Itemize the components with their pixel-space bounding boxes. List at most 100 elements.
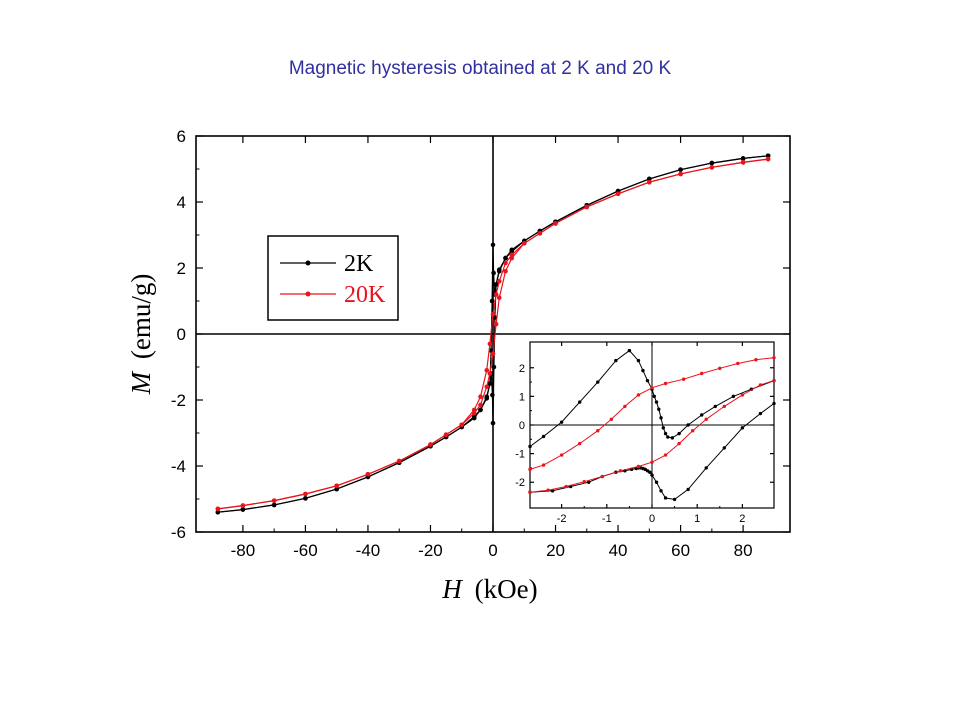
inset-point-2k [722,446,726,450]
point-20k [484,384,490,390]
inset-point-20k [541,463,546,467]
point-2k [491,270,496,276]
inset-point-2k [654,480,659,484]
point-20k [496,295,502,301]
point-20k [365,471,371,477]
point-20k [215,506,221,512]
inset-point-20k [564,484,568,489]
inset-point-20k [546,488,550,492]
inset-point-20k [754,358,758,362]
point-20k [740,160,746,165]
inset-point-20k [528,490,532,494]
legend-marker-20k [305,291,311,297]
point-2k [303,496,308,501]
inset-series-20k-descending-line [529,357,775,470]
point-2k [740,156,746,161]
point-2k [491,364,497,370]
x-tick-label: -40 [356,541,381,560]
inset-y-tick-label: 1 [519,391,525,403]
inset-y-tick-label: -1 [515,449,525,461]
point-20k [478,402,483,408]
point-2k [490,392,495,398]
point-20k [490,351,496,357]
inset-point-20k [704,417,708,421]
point-2k [215,509,221,515]
inset-point-2k [740,426,745,430]
point-20k [496,278,502,284]
inset-point-20k [600,474,604,479]
inset-point-2k [596,380,600,384]
inset-point-20k [690,429,695,433]
y-tick-label: 0 [177,325,186,344]
inset-point-20k [681,377,686,381]
point-2k [478,407,483,413]
inset-point-20k [636,464,641,469]
point-20k [478,394,483,400]
inset-point-20k [596,429,600,433]
point-20k [487,371,493,376]
inset-point-2k [672,497,677,502]
inset-point-2k [666,435,670,439]
point-2k [471,414,477,419]
inset-point-2k [587,480,591,484]
point-20k [428,442,433,447]
inset-point-2k [636,358,641,363]
inset-point-2k [659,416,663,420]
point-20k [537,231,543,236]
point-20k [490,311,496,317]
inset-x-tick-label: -1 [602,513,612,525]
inset-point-20k [636,393,641,397]
point-20k [615,191,621,197]
point-20k [493,321,499,327]
inset-point-2k [659,489,663,493]
inset-point-20k [609,417,614,421]
x-tick-label: -80 [231,541,256,560]
point-2k [678,167,683,172]
x-tick-label: 0 [488,541,497,560]
inset-point-20k [772,356,776,360]
inset-point-20k [718,366,722,371]
inset-point-2k [657,407,661,411]
x-tick-label: -20 [418,541,443,560]
x-tick-label: 20 [546,541,565,560]
point-2k [493,282,499,287]
y-axis-label: M (emu/g) [126,274,156,396]
point-2k [487,381,493,386]
inset-point-2k [704,466,708,470]
point-20k [521,240,527,246]
point-2k [489,298,495,304]
point-20k [503,269,508,274]
point-2k [271,502,277,508]
inset-x-tick-label: 2 [739,513,745,525]
inset-point-20k [700,371,704,376]
point-2k [503,255,508,261]
point-2k [765,153,771,159]
point-20k [334,483,339,489]
point-20k [459,422,465,428]
x-axis-label: H (kOe) [441,574,537,604]
inset-point-2k [641,368,645,373]
y-tick-label: 2 [177,259,186,278]
x-tick-label: 40 [609,541,628,560]
inset-point-2k [670,436,675,440]
inset-point-20k [772,378,776,383]
inset-y-tick-label: -2 [515,477,525,489]
inset-point-20k [650,386,654,390]
y-tick-label: -4 [171,457,186,476]
point-20k [765,156,771,162]
inset-series-20k-ascending-line [529,380,775,493]
point-2k [647,176,652,182]
inset-point-20k [740,393,745,397]
point-2k [484,394,490,400]
inset-point-20k [663,381,668,386]
inset-point-2k [541,434,546,439]
chart-title: Magnetic hysteresis obtained at 2 K and … [288,58,672,79]
inset-point-2k [645,378,650,383]
inset-point-2k [663,496,668,500]
inset-point-20k [623,404,627,409]
inset-point-20k [677,441,681,446]
inset-point-20k [758,383,763,387]
point-20k [303,491,308,497]
inset-point-2k [677,431,681,436]
